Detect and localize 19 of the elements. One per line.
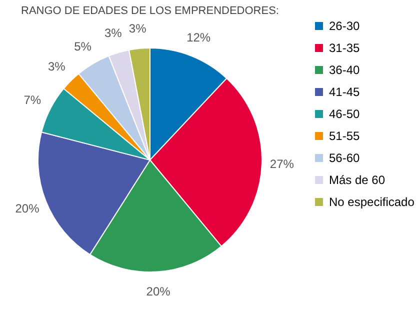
chart-title: RANGO DE EDADES DE LOS EMPRENDEDORES: <box>21 5 279 17</box>
legend-label: Más de 60 <box>329 173 386 187</box>
legend-label: 51-55 <box>329 129 360 143</box>
legend-label: 56-60 <box>329 151 360 165</box>
data-label: 20% <box>146 284 171 299</box>
data-label: 3% <box>128 22 147 36</box>
data-label: 7% <box>24 93 42 108</box>
legend-label: 26-30 <box>329 19 360 33</box>
legend-label: 41-45 <box>329 85 360 99</box>
data-label: 12% <box>186 30 211 44</box>
data-label: 27% <box>270 157 294 172</box>
data-label: 5% <box>74 39 92 54</box>
legend-label: 31-35 <box>329 41 360 55</box>
legend-label: No especificado <box>329 195 415 209</box>
data-label: 3% <box>48 60 66 74</box>
data-label: 3% <box>104 26 122 40</box>
legend-label: 36-40 <box>329 63 360 77</box>
legend-label: 46-50 <box>329 107 360 121</box>
data-label: 20% <box>15 202 40 216</box>
